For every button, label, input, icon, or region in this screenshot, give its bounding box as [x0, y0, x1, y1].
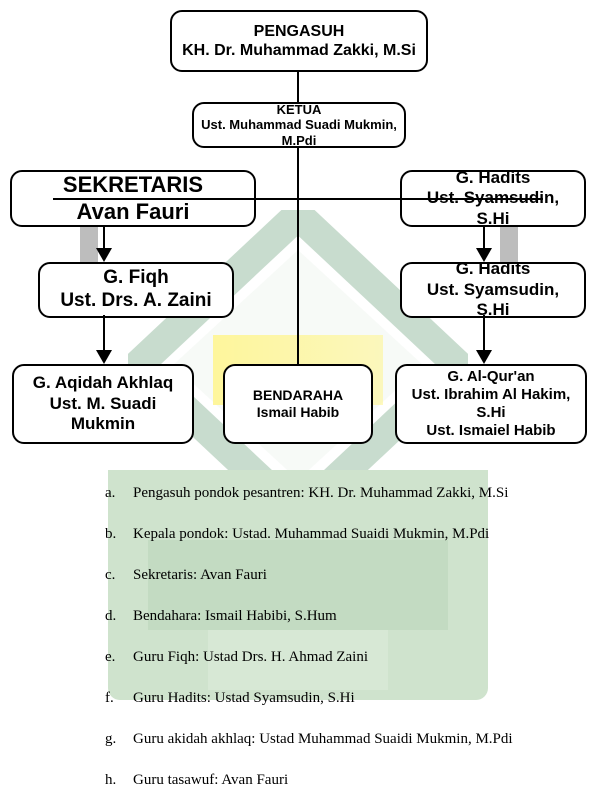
box-name: Avan Fauri	[77, 199, 190, 225]
box-name1: Ust. Ibrahim Al Hakim, S.Hi	[403, 386, 579, 422]
list-item: g. Guru akidah akhlaq: Ustad Muhammad Su…	[105, 730, 565, 748]
box-galquran: G. Al-Qur'an Ust. Ibrahim Al Hakim, S.Hi…	[395, 364, 587, 444]
box-title: SEKRETARIS	[63, 172, 203, 198]
definition-list: a. Pengasuh pondok pesantren: KH. Dr. Mu…	[105, 484, 565, 812]
box-pengasuh: PENGASUH KH. Dr. Muhammad Zakki, M.Si	[170, 10, 428, 72]
list-item: a. Pengasuh pondok pesantren: KH. Dr. Mu…	[105, 484, 565, 502]
box-name: KH. Dr. Muhammad Zakki, M.Si	[182, 41, 416, 60]
box-bendahara: BENDARAHA Ismail Habib	[223, 364, 373, 444]
box-ghadits-2: G. Hadits Ust. Syamsudin, S.Hi	[400, 262, 586, 318]
box-gaqidah: G. Aqidah Akhlaq Ust. M. Suadi Mukmin	[12, 364, 194, 444]
box-name: Ust. M. Suadi Mukmin	[20, 394, 186, 435]
connector-line	[297, 72, 299, 102]
box-title: PENGASUH	[254, 22, 345, 41]
box-title: BENDARAHA	[253, 387, 343, 404]
box-title: G. Aqidah Akhlaq	[33, 373, 173, 393]
list-item: h. Guru tasawuf: Avan Fauri	[105, 771, 565, 789]
list-item: d. Bendahara: Ismail Habibi, S.Hum	[105, 607, 565, 625]
list-item: c. Sekretaris: Avan Fauri	[105, 566, 565, 584]
arrow-down-icon	[96, 248, 112, 262]
box-title: KETUA	[277, 102, 322, 118]
box-title: G. Hadits	[456, 168, 531, 188]
list-item: f. Guru Hadits: Ustad Syamsudin, S.Hi	[105, 689, 565, 707]
connector-line	[297, 146, 299, 366]
box-name: Ust. Syamsudin, S.Hi	[408, 188, 578, 229]
box-title: G. Fiqh	[103, 267, 168, 290]
arrow-down-icon	[476, 350, 492, 364]
box-name: Ust. Drs. A. Zaini	[60, 290, 211, 313]
box-name: Ismail Habib	[257, 404, 339, 421]
box-name2: Ust. Ismaiel Habib	[426, 422, 555, 440]
box-name: Ust. Muhammad Suadi Mukmin, M.Pdi	[200, 117, 398, 148]
arrow-down-icon	[476, 248, 492, 262]
list-item: b. Kepala pondok: Ustad. Muhammad Suaidi…	[105, 525, 565, 543]
box-title: G. Hadits	[456, 259, 531, 279]
box-name: Ust. Syamsudin, S.Hi	[408, 280, 578, 321]
arrow-down-icon	[96, 350, 112, 364]
box-title: G. Al-Qur'an	[447, 368, 534, 386]
box-ketua: KETUA Ust. Muhammad Suadi Mukmin, M.Pdi	[192, 102, 406, 148]
list-item: e. Guru Fiqh: Ustad Drs. H. Ahmad Zaini	[105, 648, 565, 666]
box-gfiqh: G. Fiqh Ust. Drs. A. Zaini	[38, 262, 234, 318]
connector-line	[53, 198, 543, 200]
